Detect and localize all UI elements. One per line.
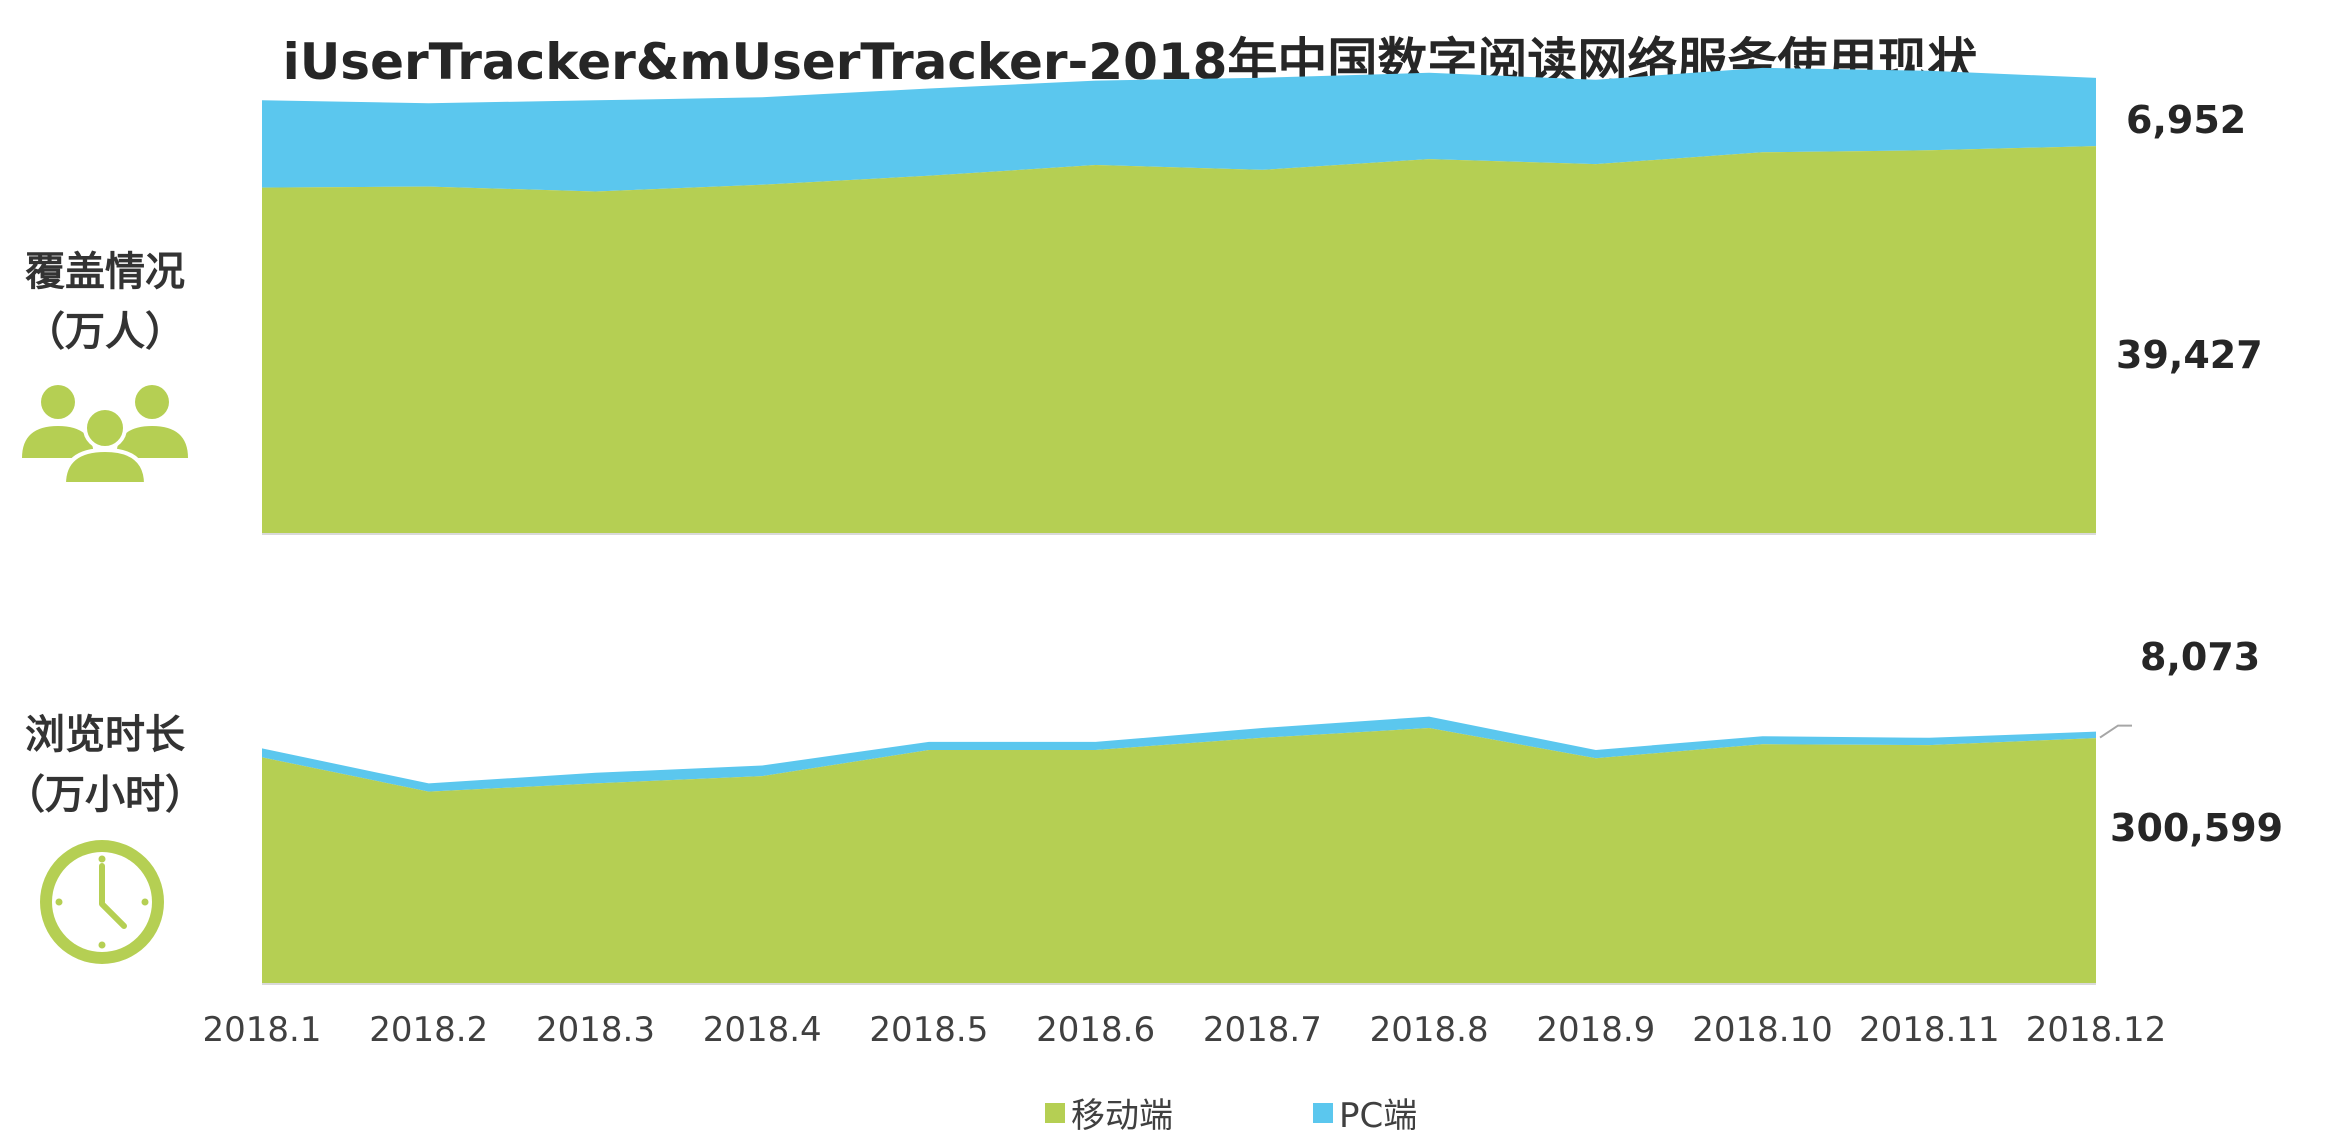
duration-mobile-area	[262, 728, 2096, 983]
coverage-label-unit: （万人）	[25, 309, 185, 355]
legend-item-mobile[interactable]: 移动端	[1045, 1088, 1173, 1137]
legend-swatch-mobile	[1045, 1102, 1065, 1123]
legend-label-mobile: 移动端	[1071, 1096, 1173, 1136]
x-tick-label: 2018.2	[369, 1010, 488, 1050]
x-tick-label: 2018.10	[1692, 1010, 1833, 1050]
x-tick-label: 2018.1	[203, 1010, 322, 1050]
duration-pc-end-label: 8,073	[2140, 635, 2261, 679]
legend: 移动端 PC端	[0, 1088, 2342, 1137]
coverage-mobile-area	[262, 146, 2096, 533]
duration-label-title: 浏览时长	[25, 712, 185, 758]
duration-mobile-end-label: 300,599	[2110, 806, 2284, 850]
x-tick-label: 2018.5	[869, 1010, 988, 1050]
legend-item-pc[interactable]: PC端	[1313, 1088, 1417, 1137]
x-tick-label: 2018.4	[703, 1010, 822, 1050]
duration-pc-area	[262, 716, 2096, 792]
coverage-mobile-end-label: 39,427	[2116, 333, 2263, 377]
clock-icon	[40, 840, 164, 964]
coverage-pc-end-label: 6,952	[2126, 98, 2247, 142]
x-tick-label: 2018.9	[1536, 1010, 1655, 1050]
x-tick-label: 2018.3	[536, 1010, 655, 1050]
coverage-panel-label: 覆盖情况 （万人）	[0, 242, 210, 362]
coverage-pc-area	[262, 67, 2096, 192]
x-tick-label: 2018.12	[2026, 1010, 2167, 1050]
coverage-label-title: 覆盖情况	[25, 249, 185, 295]
duration-panel-label: 浏览时长 （万小时）	[0, 705, 210, 825]
legend-swatch-pc	[1313, 1102, 1333, 1123]
x-tick-label: 2018.11	[1859, 1010, 2000, 1050]
duration-label-unit: （万小时）	[5, 772, 205, 818]
x-tick-label: 2018.6	[1036, 1010, 1155, 1050]
legend-label-pc: PC端	[1339, 1096, 1418, 1136]
duration-pc-leader-line	[2099, 724, 2132, 739]
x-tick-label: 2018.7	[1203, 1010, 1322, 1050]
people-icon	[22, 385, 188, 485]
x-tick-label: 2018.8	[1370, 1010, 1489, 1050]
